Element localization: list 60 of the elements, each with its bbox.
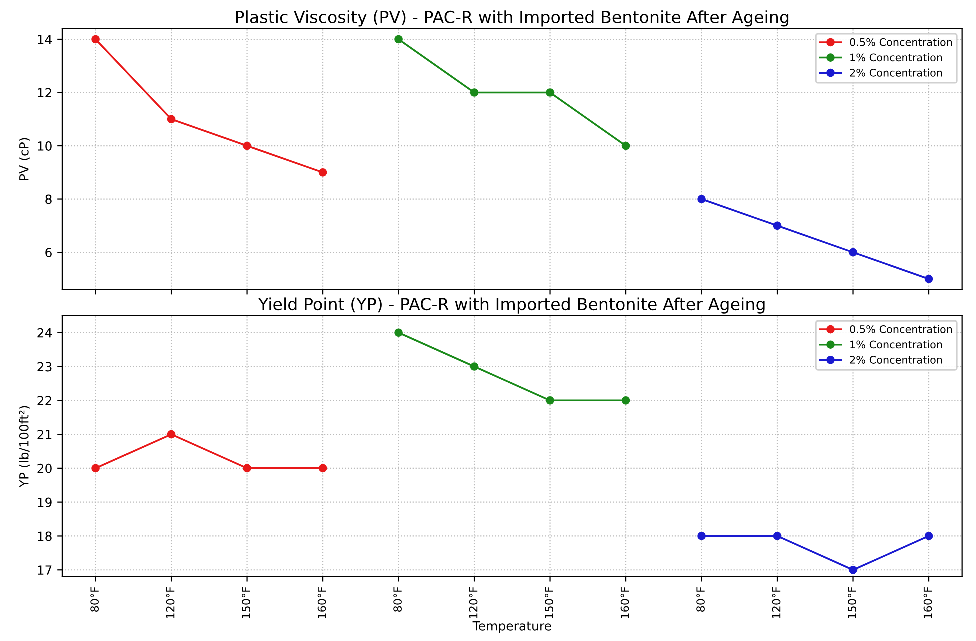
point <box>167 430 176 439</box>
x-tick-label: 120°F <box>469 587 478 619</box>
y-tick-label: 10 <box>38 141 52 151</box>
point <box>318 168 328 177</box>
point <box>546 88 554 97</box>
x-tick-label: 160°F <box>318 587 326 619</box>
point <box>849 248 858 257</box>
x-tick-label: 160°F <box>620 587 630 619</box>
point <box>924 532 934 540</box>
x-tick-label: 120°F <box>166 587 175 619</box>
point <box>698 532 706 540</box>
x-tick-label: 80°F <box>394 587 402 612</box>
point <box>924 275 934 284</box>
legend-label: 0.5% Concentration <box>850 38 952 46</box>
point <box>92 35 100 44</box>
point <box>773 532 782 540</box>
point <box>849 566 858 574</box>
x-tick-label: 80°F <box>696 587 705 612</box>
y-axis-title: YP (lb/100ft²) <box>19 406 30 488</box>
y-tick-label: 18 <box>38 532 52 542</box>
point <box>167 115 176 124</box>
point <box>470 88 479 97</box>
y-tick-label: 6 <box>46 248 52 258</box>
point <box>622 396 630 405</box>
x-tick-label: 160°F <box>924 587 932 619</box>
legend-label: 2% Concentration <box>850 68 942 77</box>
point <box>92 464 100 473</box>
x-tick-label: 150°F <box>242 587 251 619</box>
y-tick-label: 14 <box>38 35 52 44</box>
point <box>243 142 252 150</box>
point <box>622 142 630 150</box>
chart-title: Plastic Viscosity (PV) - PAC-R with Imported Bentonite After Ageing <box>236 10 789 27</box>
y-tick-label: 20 <box>38 464 52 474</box>
y-tick-label: 19 <box>38 498 52 508</box>
point <box>243 464 252 473</box>
point <box>318 464 328 473</box>
point <box>394 35 403 44</box>
point <box>394 328 403 338</box>
point <box>698 195 706 204</box>
legend-label: 2% Concentration <box>850 356 942 364</box>
point <box>773 222 782 230</box>
point <box>470 362 479 371</box>
y-axis-title: PV (cP) <box>19 138 30 180</box>
x-tick-label: 150°F <box>545 587 554 619</box>
y-tick-label: 23 <box>38 362 52 372</box>
legend-label: 1% Concentration <box>850 54 942 62</box>
y-tick-label: 8 <box>46 194 52 204</box>
point <box>546 396 554 405</box>
legend-label: 0.5% Concentration <box>850 325 952 334</box>
y-tick-label: 22 <box>38 396 52 406</box>
x-tick-label: 80°F <box>90 587 100 612</box>
y-tick-label: 12 <box>38 88 52 98</box>
y-tick-label: 24 <box>38 328 52 338</box>
x-axis-title: Temperature <box>472 622 552 634</box>
chart-title: Yield Point (YP) - PAC-R with Imported Bentonite After Ageing <box>258 298 765 314</box>
legend-label: 1% Concentration <box>850 340 942 349</box>
y-tick-label: 21 <box>38 430 52 440</box>
x-tick-label: 120°F <box>772 587 781 619</box>
x-tick-label: 150°F <box>848 587 856 619</box>
y-tick-label: 17 <box>38 566 52 575</box>
